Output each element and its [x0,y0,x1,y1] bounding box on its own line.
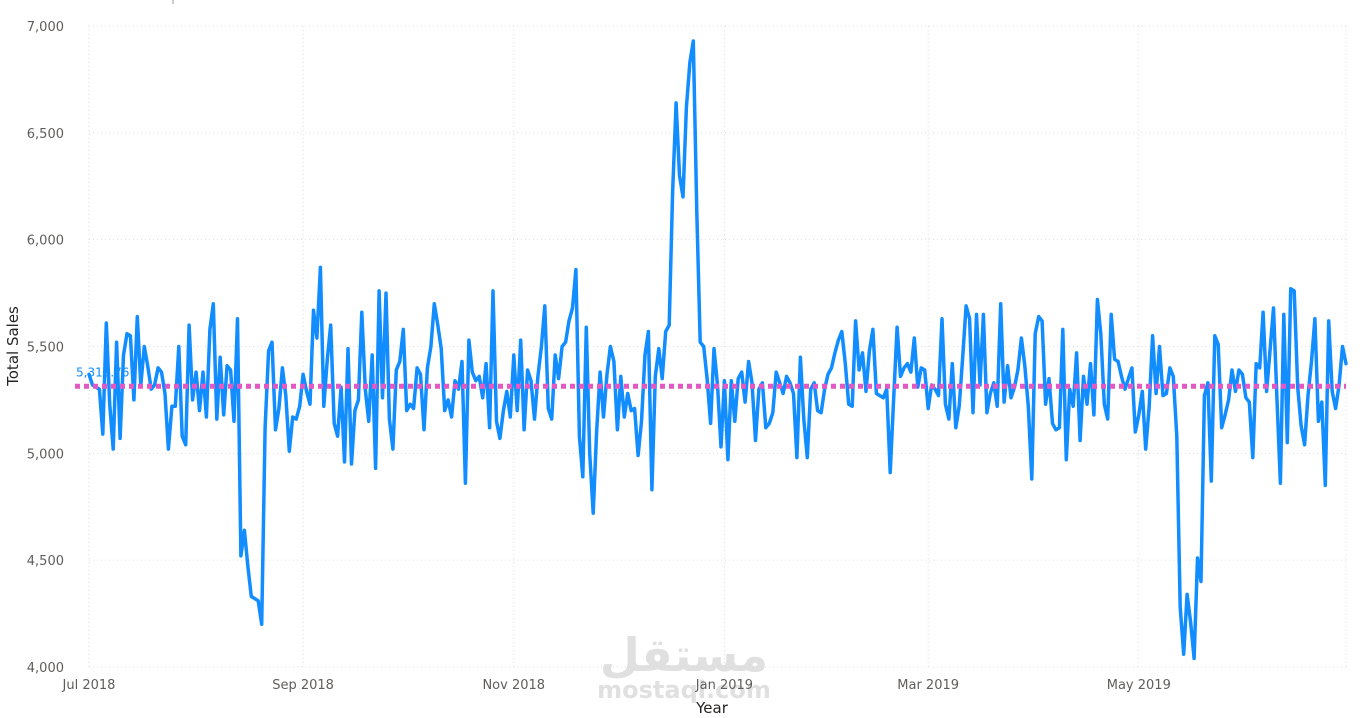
x-tick-label: Mar 2019 [897,678,959,693]
x-axis-ticks: Jul 2018 Sep 2018 Nov 2018 Jan 2019 Mar 2019… [62,678,1171,693]
y-tick-label: 5,000 [27,447,64,462]
y-tick-label: 6,500 [27,127,64,142]
x-axis-title: Year [695,699,729,717]
x-tick-label: Jul 2018 [62,678,116,693]
x-tick-label: Sep 2018 [272,678,334,693]
y-tick-label: 6,000 [27,234,64,249]
y-tick-label: 5,500 [27,341,64,356]
x-tick-label: May 2019 [1107,678,1171,693]
y-axis-ticks: 4,000 4,500 5,000 5,500 6,000 6,500 7,000 [27,20,64,676]
series-line-total-sales[interactable] [87,39,1348,661]
average-line-label: 5,313.76 [76,365,129,379]
watermark-logo: مستقل mostaql.com [597,628,771,704]
gridlines [88,25,1347,668]
watermark-arabic: مستقل [600,628,768,682]
x-tick-label: Nov 2018 [482,678,545,693]
x-tick-label: Jan 2019 [695,678,753,693]
y-tick-label: 4,500 [27,554,64,569]
y-tick-label: 4,000 [27,661,64,676]
y-tick-label: 7,000 [27,20,64,35]
series-points [88,40,1347,659]
y-axis-title: Total Sales [4,306,22,387]
watermark-latin: mostaql.com [597,676,771,704]
